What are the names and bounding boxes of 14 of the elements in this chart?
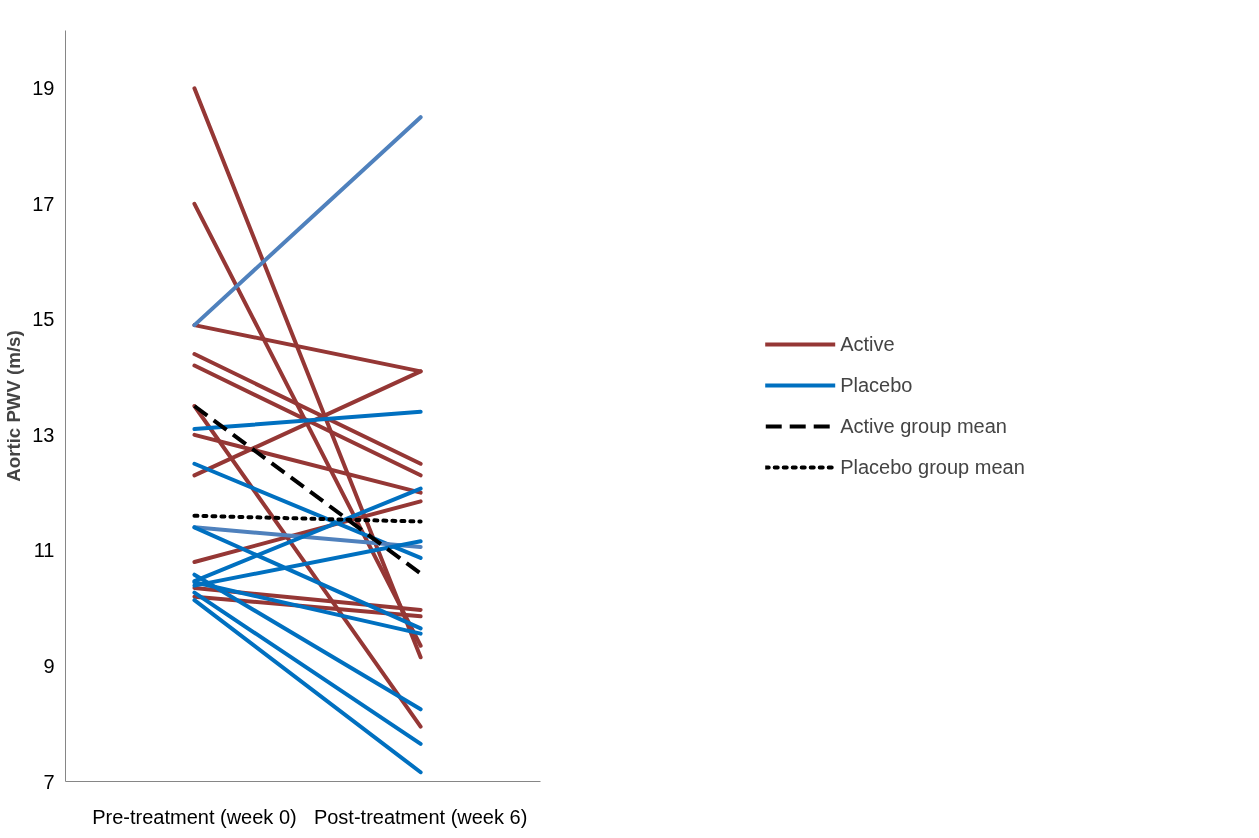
x-tick-label: Pre-treatment (week 0) bbox=[92, 805, 297, 828]
y-tick-label: 9 bbox=[43, 654, 55, 677]
y-tick-label: 11 bbox=[33, 539, 55, 562]
y-axis-title: Aortic PWV (m/s) bbox=[3, 330, 25, 482]
y-tick-label: 7 bbox=[43, 770, 55, 793]
y-tick-label: 15 bbox=[32, 308, 55, 331]
y-tick-label: 17 bbox=[32, 192, 55, 215]
legend-label: Placebo bbox=[840, 373, 913, 397]
x-tick-label: Post-treatment (week 6) bbox=[313, 805, 528, 828]
legend-label: Active bbox=[840, 332, 895, 356]
legend-label: Active group mean bbox=[840, 414, 1007, 438]
legend-label: Placebo group mean bbox=[840, 455, 1025, 479]
y-tick-label: 13 bbox=[32, 423, 55, 446]
y-tick-label: 19 bbox=[32, 77, 55, 100]
